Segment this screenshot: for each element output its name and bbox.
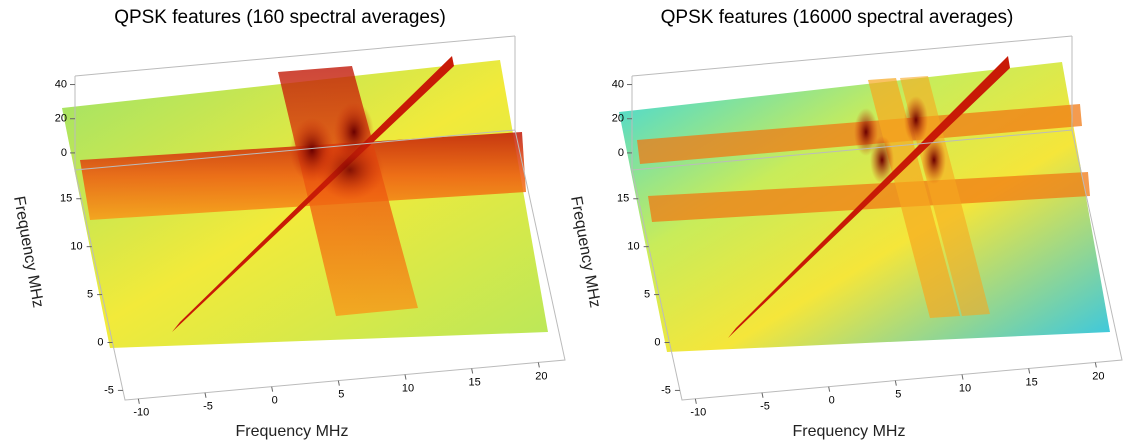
x-tick-label: -5	[760, 401, 770, 413]
y-tick-label: 10	[70, 241, 82, 253]
x-tick	[204, 392, 207, 398]
x-tick-label: -10	[133, 407, 149, 419]
y-tick-label: 15	[60, 193, 72, 205]
x-tick	[1094, 362, 1097, 368]
x-tick	[337, 380, 340, 386]
x-tick-label: -10	[690, 407, 706, 419]
y-tick-label: 5	[87, 288, 93, 300]
x-tick-label: 0	[272, 395, 278, 407]
x-tick	[537, 362, 540, 368]
chart-title: QPSK features (160 spectral averages)	[114, 7, 446, 28]
x-tick	[404, 374, 407, 380]
x-tick	[961, 374, 964, 380]
x-tick-label: 15	[469, 376, 481, 388]
x-tick	[1028, 368, 1031, 374]
x-tick-label: 15	[1026, 376, 1038, 388]
x-tick-label: 5	[895, 389, 901, 401]
x-tick-label: 10	[959, 382, 971, 394]
x-tick	[894, 380, 897, 386]
x-tick	[137, 398, 140, 404]
box-edge	[631, 35, 1073, 77]
x-tick-label: 0	[829, 395, 835, 407]
z-tick-label: 40	[55, 78, 67, 90]
z-tick-label: 40	[612, 78, 624, 90]
x-tick-label: 20	[1092, 370, 1104, 382]
y-tick-label: 0	[654, 336, 660, 348]
x-tick-label: 10	[402, 382, 414, 394]
chart-title: QPSK features (16000 spectral averages)	[661, 7, 1014, 28]
x-tick	[694, 398, 697, 404]
x-tick	[271, 386, 274, 392]
y-axis-label: Frequency MHz	[10, 195, 46, 309]
x-tick	[471, 368, 474, 374]
y-tick-label: -5	[104, 384, 114, 396]
x-tick-label: 20	[535, 370, 547, 382]
y-tick-label: -5	[661, 384, 671, 396]
surface	[62, 56, 548, 348]
x-tick	[761, 392, 764, 398]
y-axis-label: Frequency MHz	[567, 195, 603, 309]
y-tick-label: 0	[97, 336, 103, 348]
z-tick-label: 0	[618, 147, 624, 159]
surface	[619, 56, 1110, 352]
x-tick-label: -5	[203, 401, 213, 413]
y-tick-label: 15	[617, 193, 629, 205]
x-axis-label: Frequency MHz	[236, 423, 349, 440]
x-axis-label: Frequency MHz	[793, 423, 906, 440]
x-tick	[828, 386, 831, 392]
z-tick-label: 0	[61, 147, 67, 159]
y-tick-label: 10	[627, 241, 639, 253]
z-tick-label: 20	[55, 113, 67, 125]
box-edge	[74, 35, 516, 77]
x-tick-label: 5	[338, 389, 344, 401]
y-tick-label: 5	[644, 288, 650, 300]
z-tick-label: 20	[612, 113, 624, 125]
